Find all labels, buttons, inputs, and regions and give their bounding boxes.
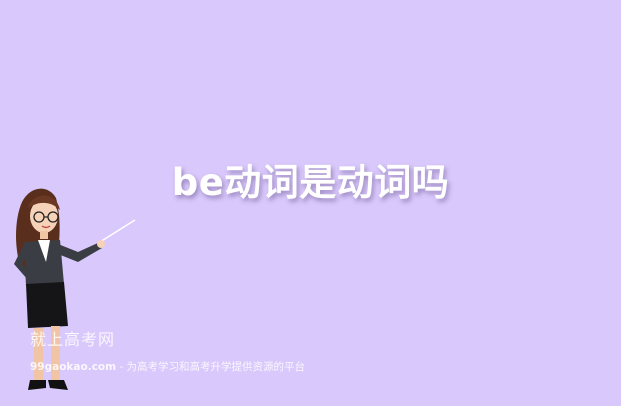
watermark-separator: -: [116, 361, 127, 373]
watermark-tagline-line: 99gaokao.com - 为高考学习和高考升学提供资源的平台: [30, 359, 305, 374]
watermark-site: 99gaokao.com: [30, 361, 117, 373]
watermark-brand: 就上高考网: [30, 330, 116, 349]
page-title: be动词是动词吗: [171, 161, 450, 204]
watermark-tagline: 为高考学习和高考升学提供资源的平台: [126, 361, 306, 373]
teacher-with-pointer-icon: [14, 188, 136, 390]
